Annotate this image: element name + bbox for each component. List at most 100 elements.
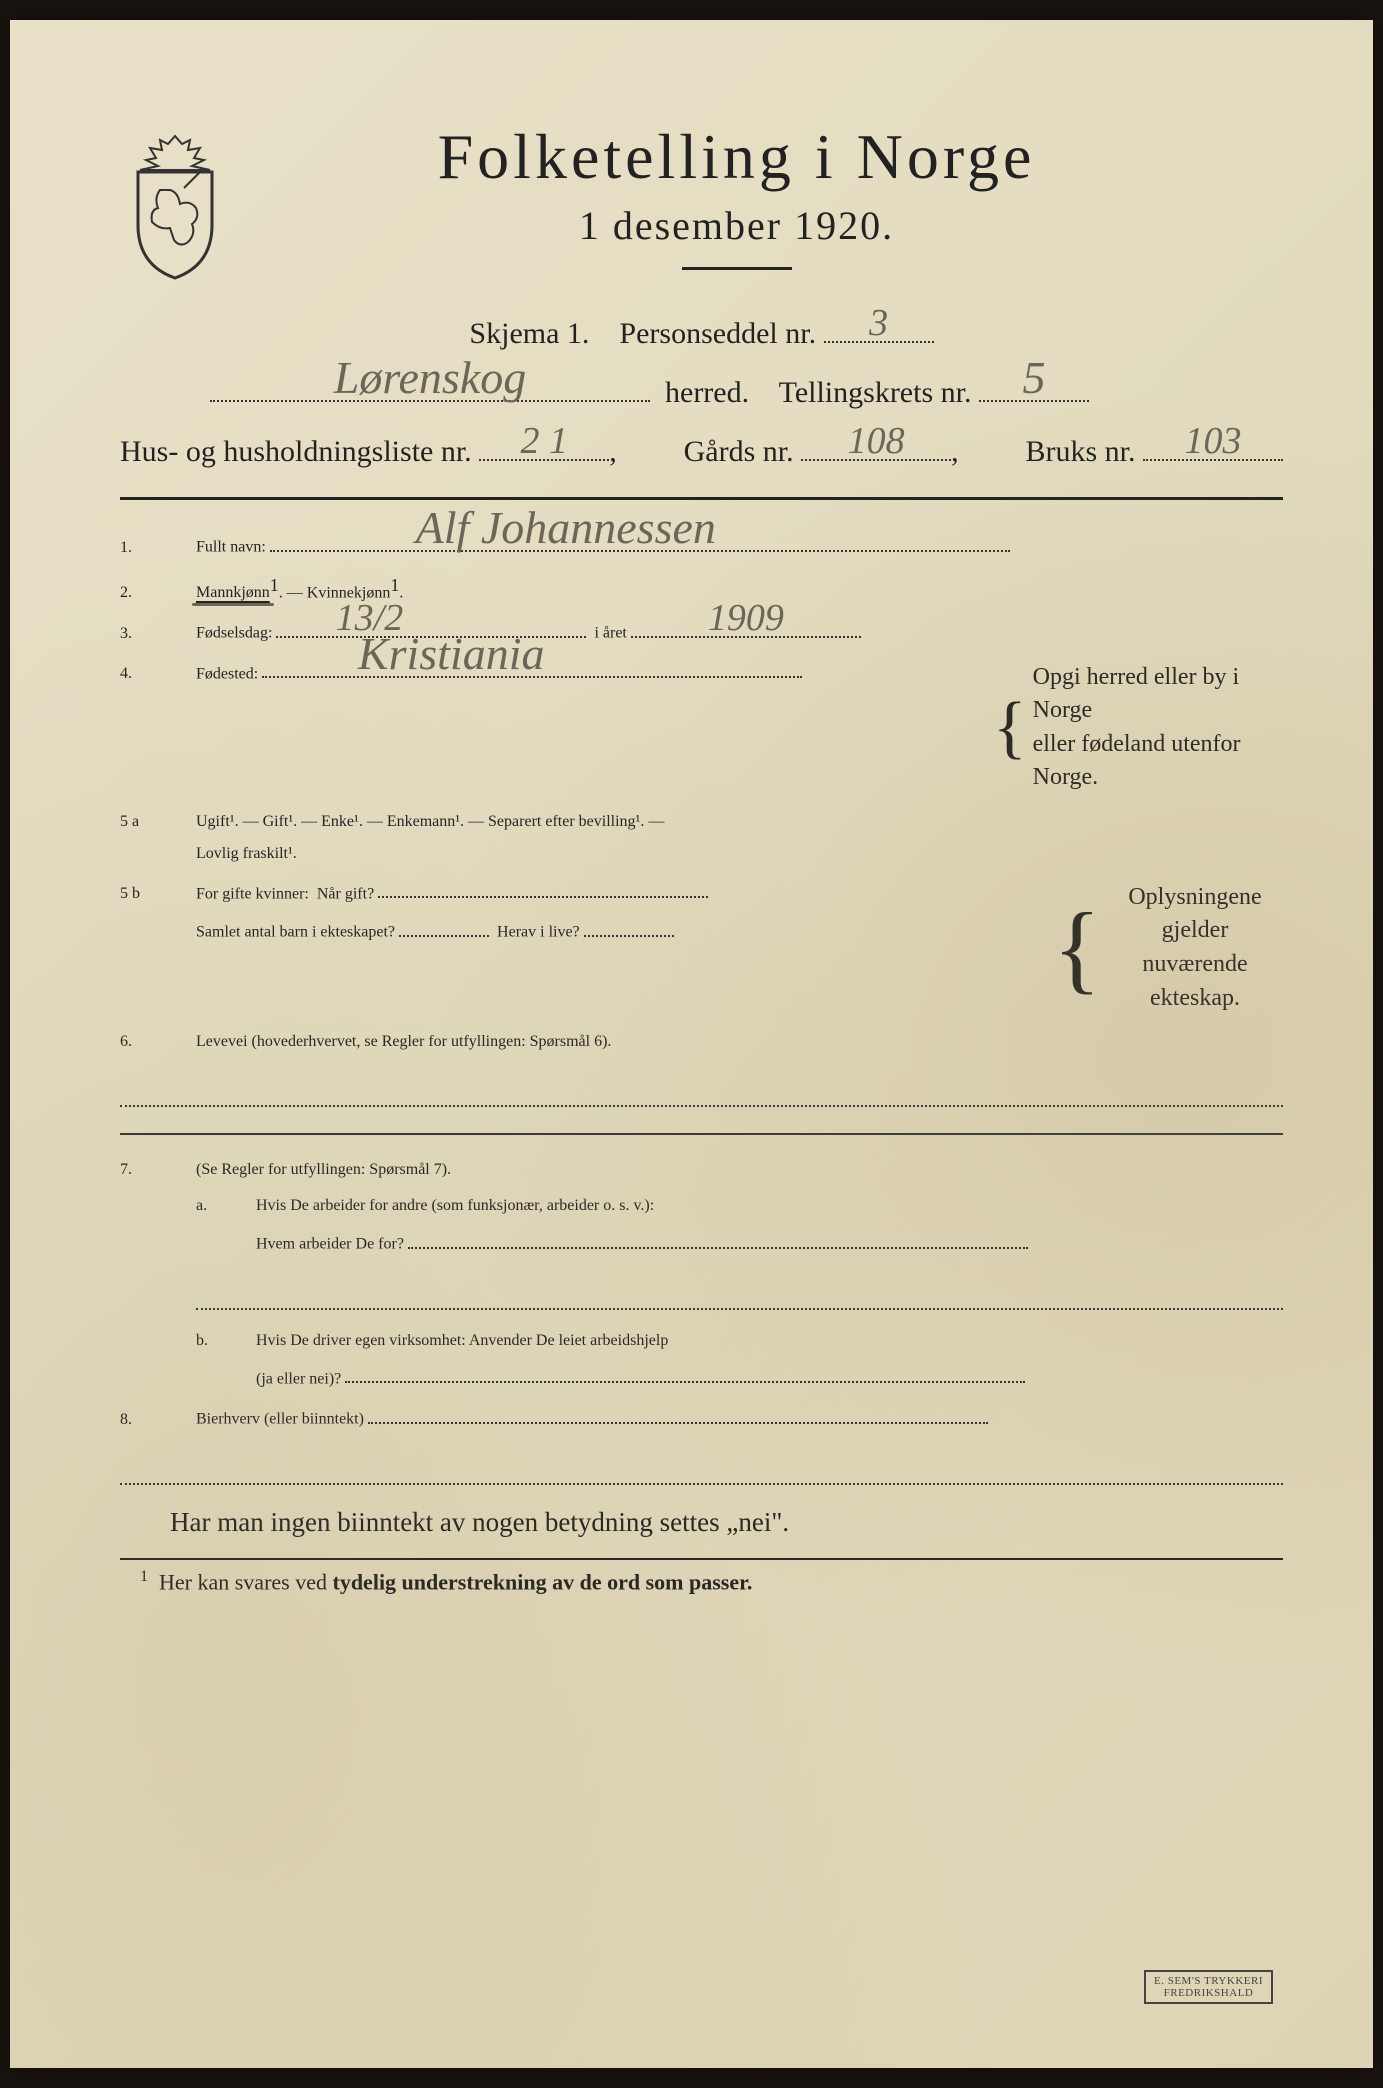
bruks-label: Bruks nr. (1025, 435, 1135, 468)
q4-num: 4. (120, 665, 180, 683)
q5b-note: { Oplysningene gjelder nuværende ekteska… (1053, 881, 1283, 1015)
q5b-alive-label: Herav i live? (497, 924, 580, 941)
footnote-prefix: Her kan svares ved (159, 1569, 333, 1594)
footnote-marker: 1 (140, 1568, 148, 1585)
name-field[interactable]: Alf Johannessen (270, 534, 1010, 552)
question-1: 1. Fullt navn: Alf Johannessen (120, 534, 1283, 557)
hired-help-field[interactable] (345, 1366, 1025, 1384)
q8-label: Bierhverv (eller biinntekt) (196, 1411, 364, 1428)
gards-label: Gårds nr. (684, 435, 794, 468)
q5b-note-l3: ekteskap. (1150, 985, 1240, 1011)
question-7: 7. (Se Regler for utfyllingen: Spørsmål … (120, 1161, 1283, 1179)
q3-label: Fødselsdag: (196, 625, 272, 642)
q4-note-l1: Opgi herred eller by i Norge (1033, 664, 1240, 724)
q8-answer-line[interactable] (120, 1451, 1283, 1485)
brace-icon: { (993, 710, 1027, 745)
page-subtitle: 1 desember 1920. (270, 202, 1203, 249)
closing-note: Har man ingen biinntekt av nogen betydni… (170, 1507, 1283, 1538)
q5a-options[interactable]: Ugift¹. — Gift¹. — Enke¹. — Enkemann¹. —… (196, 813, 1283, 831)
q6-num: 6. (120, 1033, 180, 1051)
question-3: 3. Fødselsdag: 13/2 i året 1909 (120, 620, 1283, 643)
birthplace-field[interactable]: Kristiania (262, 661, 802, 679)
bruks-value: 103 (1185, 419, 1242, 463)
question-2: 2. Mannkjønn1. — Kvinnekjønn1. (120, 575, 1283, 602)
meta-line-3: Hus- og husholdningsliste nr. 2 1 , Gård… (120, 428, 1283, 469)
tellingskrets-value: 5 (1022, 351, 1045, 404)
tellingskrets-label: Tellingskrets nr. (779, 376, 972, 409)
birthyear-value: 1909 (708, 596, 784, 640)
name-value: Alf Johannessen (416, 501, 716, 554)
q3-year-label: i året (594, 625, 626, 642)
birthplace-value: Kristiania (358, 627, 545, 680)
q7-label: (Se Regler for utfyllingen: Spørsmål 7). (196, 1161, 1283, 1179)
married-when-field[interactable] (378, 881, 708, 899)
q5b-note-l1: Oplysningene (1128, 884, 1261, 910)
question-5b: 5 b For gifte kvinner: Når gift? Samlet … (120, 881, 1283, 1015)
children-alive-field[interactable] (584, 919, 674, 937)
coat-of-arms-icon (120, 130, 230, 280)
birthyear-field[interactable]: 1909 (631, 620, 861, 638)
q7b-text: Hvis De driver egen virksomhet: Anvender… (256, 1332, 1283, 1350)
q5b-when-label: Når gift? (317, 885, 374, 902)
footnote-separator (120, 1558, 1283, 1560)
q7a-text2: Hvem arbeider De for? (256, 1236, 404, 1253)
herred-value: Lørenskog (334, 351, 527, 404)
q8-num: 8. (120, 1411, 180, 1429)
bruks-field[interactable]: 103 (1143, 428, 1283, 461)
title-block: Folketelling i Norge 1 desember 1920. (270, 120, 1283, 300)
q2-dash: — (287, 584, 307, 601)
census-form-page: Folketelling i Norge 1 desember 1920. Sk… (10, 20, 1373, 2068)
gards-field[interactable]: 108 (801, 428, 951, 461)
footnote: 1 Her kan svares ved tydelig understrekn… (120, 1568, 1283, 1595)
header: Folketelling i Norge 1 desember 1920. (120, 120, 1283, 300)
question-7b: b. Hvis De driver egen virksomhet: Anven… (120, 1332, 1283, 1389)
bierhverv-field[interactable] (368, 1406, 988, 1424)
q7b-num: b. (196, 1332, 240, 1350)
tellingskrets-field[interactable]: 5 (979, 369, 1089, 402)
children-total-field[interactable] (399, 919, 489, 937)
question-7a: a. Hvis De arbeider for andre (som funks… (120, 1197, 1283, 1254)
meta-line-2: Lørenskog herred. Tellingskrets nr. 5 (120, 369, 1283, 410)
hushold-field[interactable]: 2 1 (479, 428, 609, 461)
q7-num: 7. (120, 1161, 180, 1179)
title-rule (682, 267, 792, 270)
hushold-label: Hus- og husholdningsliste nr. (120, 435, 472, 468)
q7a-answer-line[interactable] (196, 1276, 1283, 1310)
q1-num: 1. (120, 539, 180, 557)
q5b-num: 5 b (120, 885, 180, 903)
personseddel-label: Personseddel nr. (619, 317, 816, 350)
q5b-label: For gifte kvinner: (196, 885, 309, 902)
q5a-num: 5 a (120, 813, 180, 831)
brace-icon: { (1053, 923, 1101, 973)
printer-stamp: E. SEM'S TRYKKERI FREDRIKSHALD (1144, 1970, 1273, 2004)
q2-num: 2. (120, 584, 180, 602)
q4-label: Fødested: (196, 665, 258, 682)
personseddel-field[interactable]: 3 (824, 310, 934, 343)
q5b-note-l2: gjelder nuværende (1142, 917, 1247, 977)
q3-num: 3. (120, 625, 180, 643)
q7b-text2: (ja eller nei)? (256, 1370, 341, 1387)
employer-field[interactable] (408, 1231, 1028, 1249)
question-4: 4. Fødested: Kristiania { Opgi herred el… (120, 661, 1283, 795)
section-separator (120, 1133, 1283, 1135)
herred-label: herred. (665, 376, 749, 409)
hushold-value: 2 1 (520, 419, 568, 463)
q1-label: Fullt navn: (196, 539, 266, 556)
gards-value: 108 (848, 419, 905, 463)
meta-line-1: Skjema 1. Personseddel nr. 3 (120, 310, 1283, 351)
q4-note: { Opgi herred eller by i Norge eller fød… (993, 661, 1283, 795)
q5b-children-label: Samlet antal barn i ekteskapet? (196, 924, 395, 941)
q5a-options-l2[interactable]: Lovlig fraskilt¹. (196, 845, 1283, 863)
skjema-label: Skjema 1. (469, 317, 589, 350)
herred-field[interactable]: Lørenskog (210, 369, 650, 402)
q7a-num: a. (196, 1197, 240, 1215)
personseddel-value: 3 (869, 301, 888, 345)
q6-label: Levevei (hovederhvervet, se Regler for u… (196, 1033, 1283, 1051)
question-5a: 5 a Ugift¹. — Gift¹. — Enke¹. — Enkemann… (120, 813, 1283, 863)
main-separator (120, 497, 1283, 500)
question-8: 8. Bierhverv (eller biinntekt) (120, 1406, 1283, 1429)
gender-male-option[interactable]: Mannkjønn (196, 584, 270, 602)
page-title: Folketelling i Norge (270, 120, 1203, 194)
q4-note-l2: eller fødeland utenfor Norge. (1033, 731, 1241, 791)
q6-answer-line[interactable] (120, 1073, 1283, 1107)
